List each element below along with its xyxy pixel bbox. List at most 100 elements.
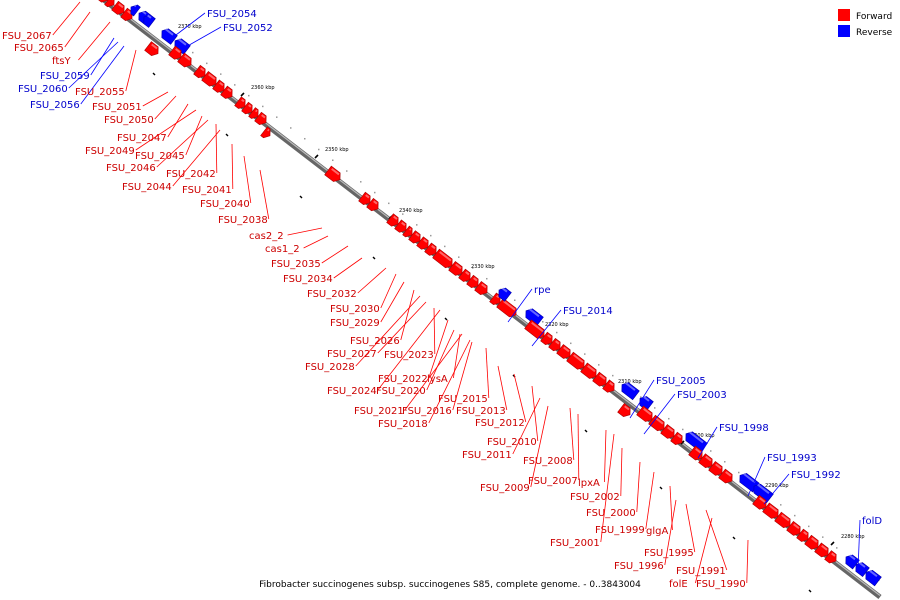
gene-label: FSU_1996 [614, 561, 664, 572]
gene-label: FSU_2028 [305, 362, 355, 373]
forward-gene [201, 71, 217, 87]
forward-gene [432, 248, 453, 269]
forward-gene [177, 52, 192, 68]
gene-label: lpxA [578, 478, 600, 489]
forward-gene [698, 453, 713, 469]
tick-label: 2280 kbp [841, 534, 865, 540]
reverse-gene [685, 431, 708, 453]
label-leader-line [183, 26, 222, 49]
guide-dot [346, 170, 348, 172]
guide-dot [640, 396, 642, 398]
forward-gene [580, 362, 597, 379]
legend-forward-label: Forward [856, 12, 892, 22]
gene-label: FSU_2038 [218, 215, 268, 226]
forward-gene [540, 331, 553, 345]
forward-gene [786, 520, 801, 536]
label-leader-line [333, 257, 363, 279]
label-leader-line [243, 155, 252, 204]
label-leader-line [531, 385, 539, 442]
gene-label: FSU_2054 [207, 9, 257, 20]
gene-label: FSU_2067 [2, 31, 52, 42]
label-leader-line [287, 227, 323, 236]
minor-tick [299, 195, 303, 199]
gene-label: FSU_2002 [570, 492, 620, 503]
tick-label: 2290 kbp [765, 483, 789, 489]
forward-gene [386, 213, 399, 227]
gene-label: FSU_2001 [550, 538, 600, 549]
gene-label: FSU_2027 [327, 349, 377, 360]
label-leader-line [52, 1, 81, 36]
label-leader-line [321, 245, 349, 264]
forward-gene [708, 461, 723, 476]
forward-gene [648, 414, 665, 432]
label-leader-line [231, 143, 234, 190]
tick-mark [680, 440, 685, 445]
gene-label: FSU_2014 [563, 306, 613, 317]
forward-gene [824, 550, 837, 564]
guide-dot [304, 137, 306, 140]
reverse-gene [498, 287, 512, 302]
legend-reverse-label: Reverse [856, 28, 893, 38]
label-leader-line [215, 123, 218, 174]
gene-label: FSU_2032 [307, 289, 357, 300]
forward-gene [358, 191, 371, 205]
forward-gene [458, 268, 471, 282]
legend: Forward Reverse [838, 9, 893, 38]
label-leader-line [636, 461, 641, 513]
guide-dot [206, 62, 208, 65]
gene-label: FSU_2029 [330, 318, 380, 329]
label-leader-line [380, 281, 405, 323]
forward-gene [168, 45, 182, 60]
label-leader-line [643, 393, 676, 435]
label-leader-line [645, 471, 655, 530]
guide-dot [542, 321, 544, 323]
gene-label: folD [862, 516, 882, 527]
forward-gene [752, 494, 767, 510]
gene-label: FSU_2023 [384, 350, 434, 361]
gene-label: rpe [534, 285, 551, 296]
label-leader-line [531, 309, 562, 347]
forward-gene [524, 319, 545, 339]
gene-label: FSU_2030 [330, 304, 380, 315]
guide-dot [402, 213, 404, 215]
gene-label: FSU_1998 [719, 423, 769, 434]
label-leader-line [664, 499, 677, 566]
tick-label: 2300 kbp [691, 433, 715, 439]
minor-tick [659, 486, 663, 490]
gene-label: FSU_2056 [30, 100, 80, 111]
guide-dot [486, 277, 488, 280]
guide-dot [220, 73, 222, 75]
gene-label: FSU_2034 [283, 274, 333, 285]
minor-tick [372, 256, 376, 260]
forward-gene [424, 242, 437, 256]
reverse-gene [161, 28, 178, 45]
forward-gene [241, 101, 253, 115]
gene-label: FSU_2013 [456, 406, 506, 417]
guide-dot [374, 191, 376, 194]
label-leader-line [426, 329, 455, 391]
label-leader-line [513, 373, 527, 423]
reverse-gene [130, 4, 141, 17]
label-leader-line [530, 405, 549, 488]
tick-mark [240, 92, 245, 97]
gene-label: FSU_2020 [376, 386, 426, 397]
forward-gene [670, 431, 683, 445]
gene-label: folE [669, 579, 688, 590]
minor-tick [808, 589, 812, 593]
guide-dot [430, 234, 432, 237]
forward-gene [566, 351, 585, 370]
gene-label: FSU_2024 [327, 386, 377, 397]
guide-dot [584, 353, 586, 355]
label-leader-line [357, 267, 387, 294]
label-leader-line [857, 519, 861, 571]
gene-label: FSU_2035 [271, 259, 321, 270]
forward-gene [408, 230, 421, 244]
gene-label: FSU_2008 [523, 456, 573, 467]
label-leader-line [259, 169, 270, 220]
minor-tick [444, 317, 448, 321]
reverse-gene [865, 569, 882, 587]
gene-label: FSU_2000 [586, 508, 636, 519]
label-leader-line [355, 295, 421, 367]
gene-label: FSU_2015 [438, 394, 488, 405]
label-leader-line [604, 429, 607, 483]
